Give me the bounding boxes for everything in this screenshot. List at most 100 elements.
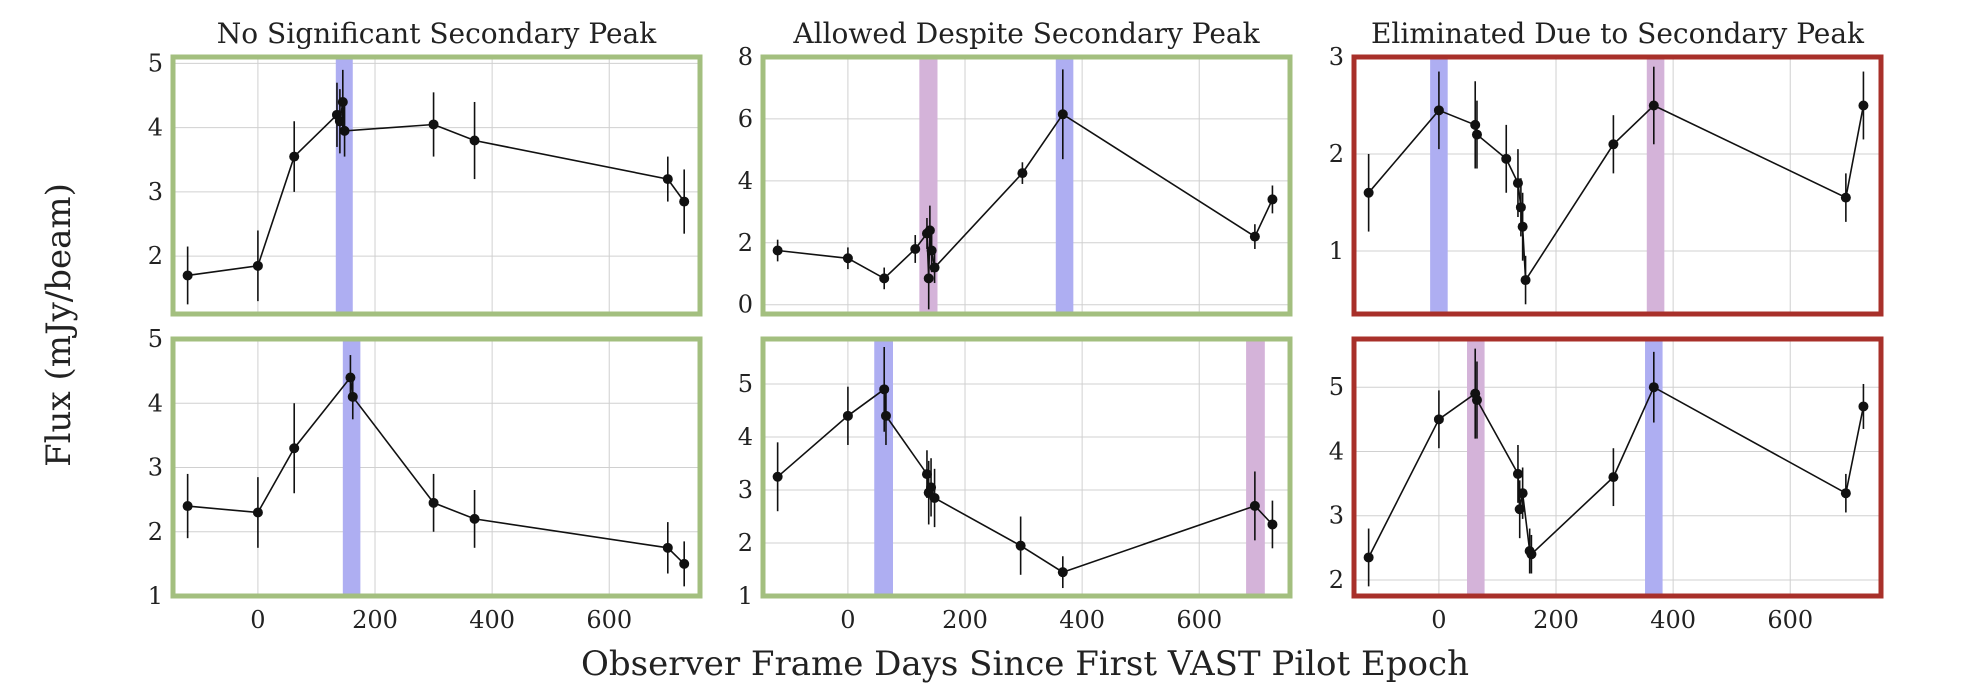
y-tick-label: 2 (738, 229, 753, 257)
data-point (679, 196, 690, 207)
data-point (1249, 500, 1260, 511)
data-point (923, 273, 934, 284)
data-point (1471, 395, 1482, 406)
primary-peak-band (1430, 57, 1448, 314)
y-tick-label: 4 (1329, 437, 1344, 465)
data-point (662, 542, 673, 553)
data-point (1471, 129, 1482, 140)
y-tick-label: 1 (148, 582, 163, 610)
data-point (1433, 414, 1444, 425)
x-tick-label: 200 (1533, 606, 1579, 634)
x-tick-label: 200 (942, 606, 988, 634)
x-tick-label: 400 (1650, 606, 1696, 634)
data-point (1267, 519, 1278, 530)
data-point (926, 482, 937, 493)
data-point (347, 391, 358, 402)
data-point (1470, 119, 1481, 130)
data-point (1858, 100, 1869, 111)
data-point (252, 260, 263, 271)
data-point (334, 116, 345, 127)
y-tick-label: 3 (1329, 502, 1344, 530)
primary-peak-band (1645, 339, 1663, 596)
data-point (879, 384, 890, 395)
y-tick-label: 2 (148, 242, 163, 270)
panel-1-2: 1 2 3 4 5 0 200 400 600 (148, 325, 703, 634)
data-point (337, 96, 348, 107)
x-tick-label: 0 (250, 606, 265, 634)
data-point (1433, 105, 1444, 116)
data-point (772, 245, 783, 256)
data-point (1249, 231, 1260, 242)
data-point (1363, 552, 1374, 563)
data-point (1501, 153, 1512, 164)
column-title: No Significant Secondary Peak (217, 17, 657, 50)
y-tick-label: 3 (148, 454, 163, 482)
data-point (1840, 192, 1851, 203)
y-tick-label: 3 (148, 178, 163, 206)
data-point (469, 513, 480, 524)
y-tick-label: 1 (1329, 237, 1344, 265)
x-tick-label: 600 (1176, 606, 1222, 634)
data-point (1517, 488, 1528, 499)
panel-frame (1351, 336, 1884, 599)
panel-frame (170, 54, 703, 317)
column-title: Eliminated Due to Secondary Peak (1371, 17, 1865, 50)
primary-peak-band (874, 339, 893, 596)
data-point (1363, 187, 1374, 198)
data-point (289, 443, 300, 454)
data-point (772, 471, 783, 482)
data-point (469, 135, 480, 146)
y-tick-label: 2 (1329, 140, 1344, 168)
column-title: Allowed Despite Secondary Peak (792, 17, 1260, 50)
data-point (1015, 540, 1026, 551)
data-point (1526, 549, 1537, 560)
x-tick-label: 400 (1059, 606, 1105, 634)
y-tick-label: 8 (738, 43, 753, 71)
panel-2-2: 1 2 3 4 5 0 200 400 600 (738, 336, 1293, 634)
panel-2-1: 0 2 4 6 8 Allowed Despite Secondary Peak (738, 17, 1293, 319)
data-point (1520, 275, 1531, 286)
y-tick-label: 2 (738, 529, 753, 557)
data-point (1648, 382, 1659, 393)
x-tick-label: 400 (469, 606, 515, 634)
x-tick-label: 0 (840, 606, 855, 634)
data-point (1514, 504, 1525, 515)
panel-1-1: 2 3 4 5 No Significant Secondary Peak (148, 17, 703, 317)
data-point (880, 410, 891, 421)
x-tick-label: 200 (352, 606, 398, 634)
y-tick-label: 2 (148, 518, 163, 546)
data-point (926, 245, 937, 256)
data-point (1517, 221, 1528, 232)
y-tick-label: 4 (738, 423, 753, 451)
y-tick-label: 6 (738, 105, 753, 133)
data-point (842, 253, 853, 264)
panel-3-2: 2 3 4 5 0 200 400 600 (1329, 336, 1884, 634)
data-point (921, 469, 932, 480)
primary-peak-band (342, 339, 361, 596)
data-point (1515, 202, 1526, 213)
secondary-peak-band (1246, 339, 1265, 596)
x-tick-label: 600 (586, 606, 632, 634)
data-point (1648, 100, 1659, 111)
data-point (1057, 109, 1068, 120)
data-point (345, 372, 356, 383)
data-point (252, 507, 263, 518)
data-point (929, 492, 940, 503)
panel-frame (760, 54, 1293, 317)
data-point (1608, 472, 1619, 483)
data-point (1608, 139, 1619, 150)
data-point (1267, 194, 1278, 205)
panel-frame (170, 336, 703, 599)
y-tick-label: 4 (148, 389, 163, 417)
x-axis-label: Observer Frame Days Since First VAST Pil… (581, 644, 1469, 684)
data-point (428, 497, 439, 508)
y-tick-label: 3 (738, 476, 753, 504)
series-line (777, 113, 1274, 280)
data-point (662, 174, 673, 185)
data-point (1057, 567, 1068, 578)
y-tick-label: 5 (148, 49, 163, 77)
data-point (1512, 468, 1523, 479)
y-axis-label: Flux (mJy/beam) (39, 183, 79, 467)
